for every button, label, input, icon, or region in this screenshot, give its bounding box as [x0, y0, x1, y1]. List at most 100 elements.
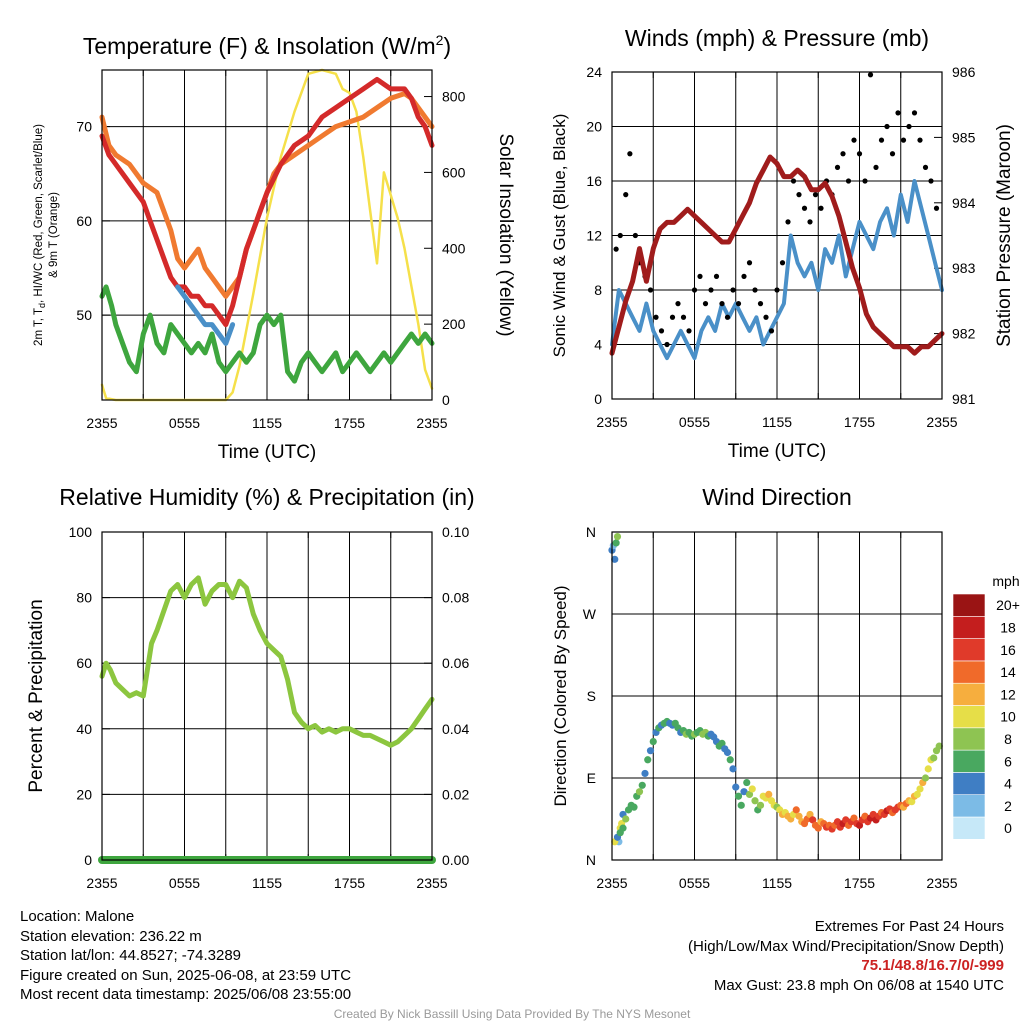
gust-point: [752, 287, 758, 293]
gust-point: [856, 151, 863, 157]
chart-title-temperature: Temperature (F) & Insolation (W/m2): [83, 32, 451, 59]
x-axis-label-temperature: Time (UTC): [218, 442, 317, 463]
direction-point: [869, 810, 877, 819]
station-location: Location: Malone: [20, 908, 135, 925]
credit-line: Created By Nick Bassill Using Data Provi…: [333, 1007, 691, 1021]
pressure-y2-tick-label: 986: [952, 64, 976, 80]
gust-point: [719, 301, 725, 307]
title-superscript: 2: [436, 32, 444, 48]
x-tick-label: 2355: [416, 875, 447, 891]
gust-point: [873, 164, 879, 170]
gust-point: [623, 192, 629, 198]
gust-point: [617, 232, 623, 239]
colorbar-swatch: [952, 816, 986, 840]
insolation-y2-tick-label: 200: [442, 316, 466, 332]
x-axis-label-winds: Time (UTC): [728, 441, 827, 462]
direction-point: [740, 788, 748, 796]
x-tick-label: 1155: [252, 875, 282, 891]
x-tick-label: 2355: [926, 414, 957, 430]
station-elevation: Station elevation: 236.22 m: [20, 927, 202, 945]
plot-frame: [611, 71, 943, 400]
sonic-wind-line: [610, 179, 944, 361]
direction-point: [921, 774, 930, 782]
colorbar-swatch: [952, 727, 986, 751]
insolation-y2-tick-label: 0: [442, 392, 450, 408]
direction-point: [806, 810, 814, 819]
pressure-line: [609, 154, 945, 356]
temp-y-tick-label: 70: [76, 119, 92, 135]
gust-point: [779, 260, 786, 266]
gust-point: [735, 301, 742, 307]
colorbar-swatch: [952, 615, 986, 639]
wind-y-tick-label: 4: [594, 337, 602, 353]
colorbar-label: 12: [1000, 686, 1016, 702]
x-tick-label: 0555: [169, 415, 200, 431]
gust-point: [900, 137, 907, 143]
x-tick-label: 2355: [86, 415, 117, 431]
x-tick-label: 0555: [679, 875, 710, 891]
direction-point: [748, 785, 756, 793]
ylabel-subscript: d: [37, 303, 47, 308]
gust-point: [768, 328, 775, 334]
rh-y-tick-label: 100: [69, 524, 93, 540]
gust-point: [653, 314, 659, 320]
x-tick-label: 1755: [334, 415, 365, 431]
direction-point: [622, 815, 630, 823]
x-tick-label: 1155: [762, 414, 792, 430]
wind-y-tick-label: 20: [586, 119, 602, 135]
pressure-y2-tick-label: 984: [952, 195, 976, 211]
x-tick-label: 2355: [596, 414, 627, 430]
precip-y2-tick-label: 0.04: [442, 721, 469, 737]
direction-tick-label: W: [583, 606, 597, 622]
extremes-panel: Extremes For Past 24 Hours (High/Low/Max…: [688, 917, 1004, 995]
gust-point: [862, 178, 868, 184]
gust-point: [675, 301, 681, 307]
dewpoint-line: [99, 284, 435, 384]
gust-point: [774, 287, 780, 293]
wind-y-tick-label: 24: [586, 64, 602, 80]
ylabel-rest: , HI/WC (Red, Green, Scarlet/Blue): [33, 124, 45, 303]
station-info: Location: Malone Station elevation: 236.…: [20, 907, 351, 1005]
direction-point: [644, 756, 652, 764]
precip-y2-tick-label: 0.02: [442, 786, 469, 802]
direction-point: [646, 747, 655, 755]
rh-y-tick-label: 80: [76, 590, 92, 606]
gust-point: [906, 123, 912, 130]
gust-point: [724, 314, 731, 320]
gust-point: [801, 205, 808, 211]
chart-panel-humidity: Relative Humidity (%) & Precipitation (i…: [26, 484, 475, 891]
gust-point: [647, 287, 654, 293]
rh-y-tick-label: 20: [76, 786, 92, 802]
chart-title-humidity: Relative Humidity (%) & Precipitation (i…: [59, 484, 474, 510]
colorbar-label: 6: [1004, 753, 1012, 769]
chart-title-wind-direction: Wind Direction: [702, 484, 852, 510]
speed-colorbar: mph 0 2 4 6 8 10 12 14 16 18 20+: [952, 573, 1020, 840]
direction-point: [916, 785, 924, 793]
plot-frame: [611, 531, 943, 861]
max-gust: Max Gust: 23.8 mph On 06/08 at 1540 UTC: [713, 976, 1004, 994]
colorbar-swatch: [952, 638, 986, 662]
colorbar-label: 20+: [996, 597, 1020, 613]
windchill-line: [175, 284, 236, 346]
gust-point: [686, 328, 692, 334]
gust-point: [702, 301, 709, 307]
y2-axis-label-pressure: Station Pressure (Maroon): [994, 124, 1015, 347]
gust-point: [785, 219, 791, 225]
rh-y-tick-label: 0: [84, 852, 92, 868]
direction-point: [729, 765, 737, 773]
extremes-values: 75.1/48.8/16.7/0/-999: [861, 957, 1004, 974]
direction-point: [908, 798, 916, 806]
figure-created: Figure created on Sun, 2025-06-08, at 23…: [20, 966, 352, 984]
x-tick-label: 1755: [334, 875, 365, 891]
y-axis-label-direction: Direction (Colored By Speed): [551, 585, 570, 806]
insolation-y2-tick-label: 800: [442, 89, 466, 105]
chart-title-winds: Winds (mph) & Pressure (mb): [625, 25, 929, 51]
wind-y-tick-label: 0: [594, 391, 602, 407]
colorbar-title: mph: [992, 573, 1019, 589]
direction-point: [723, 748, 732, 757]
chart-panel-temperature: Temperature (F) & Insolation (W/m2) 2355 0…: [33, 32, 516, 463]
gust-point: [917, 137, 923, 143]
direction-point: [630, 803, 638, 811]
gust-point: [708, 287, 714, 293]
